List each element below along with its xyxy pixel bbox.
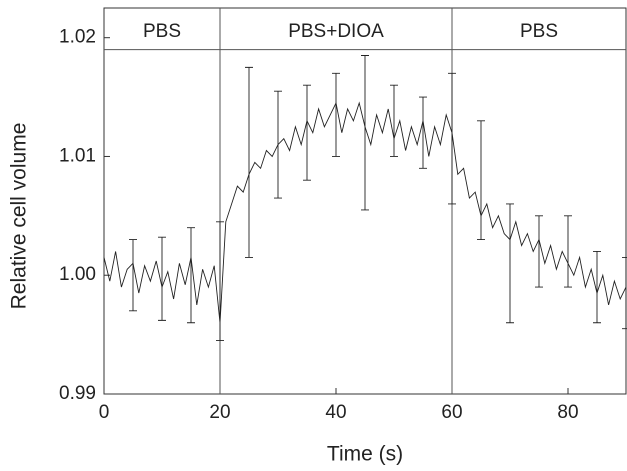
error-bar [390,84,398,157]
error-bar [506,203,514,324]
error-bar [448,72,456,205]
phase-label: PBS+DIOA [288,21,384,42]
error-bar [187,227,195,324]
x-axis-title: Time (s) [327,443,403,466]
error-bar [564,215,572,288]
y-tick-label: 1.02 [59,27,96,48]
y-tick-label: 0.99 [59,383,96,404]
x-tick-label: 60 [441,402,462,423]
x-tick-label: 40 [325,402,346,423]
error-bar [622,256,627,330]
y-tick-label: 1.01 [59,145,96,166]
error-bar [303,84,311,181]
x-tick-label: 0 [99,402,110,423]
error-bar [535,215,543,288]
x-tick-label: 80 [557,402,578,423]
error-bar [158,236,166,321]
plot-frame [103,7,627,395]
error-bar [245,66,253,258]
error-bar [129,239,137,312]
error-bar [593,251,601,324]
error-bar [361,55,369,211]
y-tick-label: 1.00 [59,264,96,285]
error-bar [216,221,224,342]
error-bar [332,72,340,157]
error-bar [419,96,427,169]
error-bar [274,90,282,199]
y-axis-title: Relative cell volume [8,123,31,310]
phase-label: PBS [520,21,558,42]
phase-label: PBS [143,21,181,42]
x-tick-label: 20 [209,402,230,423]
error-bar [477,120,485,241]
